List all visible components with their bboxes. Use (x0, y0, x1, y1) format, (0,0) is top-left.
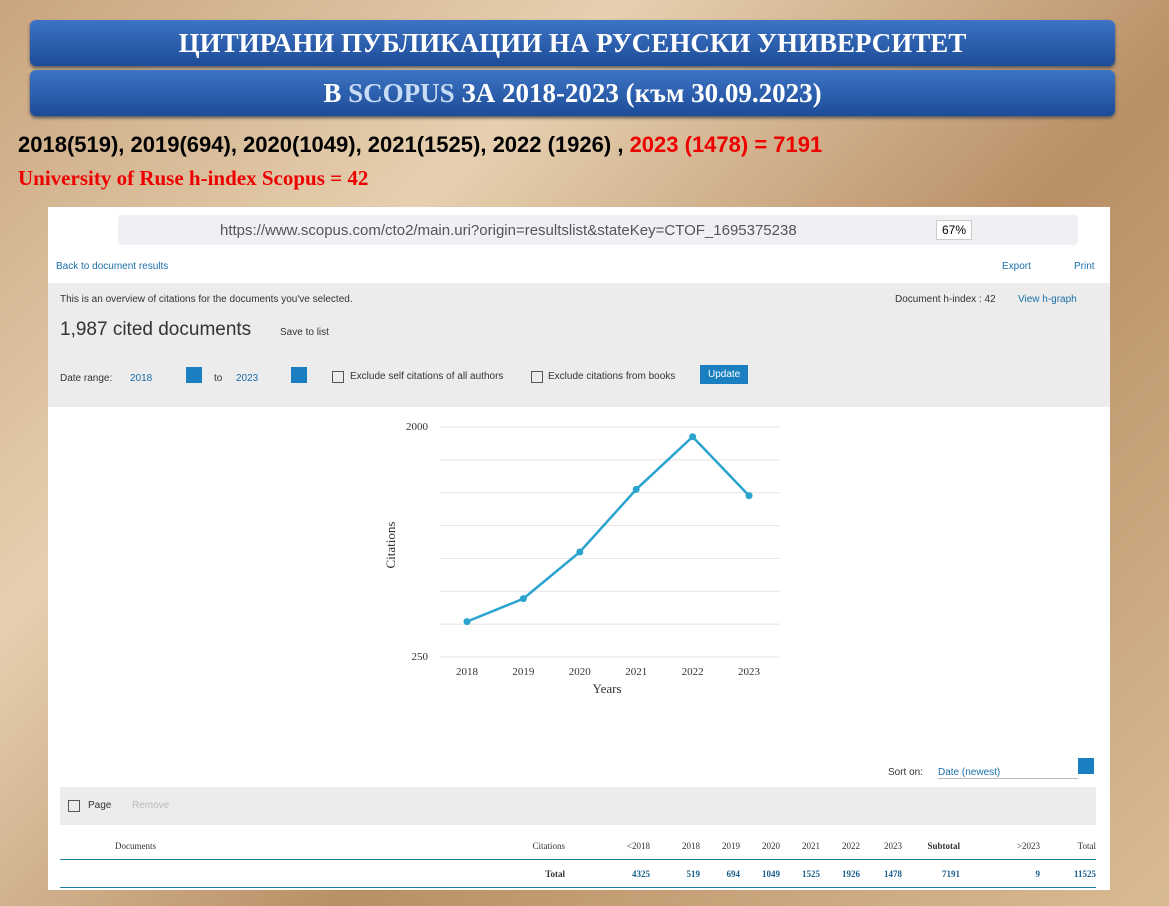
rule (60, 859, 1096, 860)
exclude-books: Exclude citations from books (548, 371, 676, 382)
column-header: Total (1077, 841, 1096, 851)
url: https://www.scopus.com/cto2/main.uri?ori… (220, 222, 797, 239)
column-header: 2019 (722, 841, 740, 851)
summary-text: 2018(519), 2019(694), 2020(1049), 2021(1… (18, 132, 630, 157)
screenshot: https://www.scopus.com/cto2/main.uri?ori… (48, 207, 1110, 890)
cited-count: 1,987 cited documents (60, 319, 252, 340)
column-header: Subtotal (927, 841, 960, 851)
line (466, 434, 750, 623)
total-cell: Total (545, 869, 565, 879)
title: ЗА 2018-2023 (към 30.09.2023) (454, 78, 822, 108)
column-header: 2018 (682, 841, 700, 851)
column-header: >2023 (1016, 841, 1040, 851)
total-cell: 9 (1035, 869, 1041, 879)
exclude-self: Exclude self citations of all authors (350, 371, 504, 382)
x-tick-label: 2021 (625, 666, 647, 678)
total-cell: 11525 (1073, 869, 1096, 879)
x-axis-label: Years (592, 681, 621, 696)
total-cell: 7191 (942, 869, 960, 879)
x-tick-label: 2022 (682, 666, 704, 678)
x-tick-label: 2020 (569, 666, 592, 678)
column-header: <2018 (626, 841, 650, 851)
checkbox[interactable] (531, 371, 543, 383)
export[interactable]: Export (1002, 261, 1031, 272)
update-button[interactable]: Update (700, 365, 749, 384)
column-header: 2023 (884, 841, 902, 851)
total-cell: 519 (686, 869, 701, 879)
toolbar (60, 787, 1096, 825)
point (689, 433, 697, 441)
x-tick-label: 2019 (512, 666, 535, 678)
page-label: Page (88, 800, 112, 811)
checkbox[interactable] (332, 371, 344, 383)
point (576, 548, 584, 556)
column-header: Documents (115, 841, 156, 851)
view-hgraph[interactable]: View h-graph (1018, 294, 1077, 305)
panel (48, 283, 1110, 407)
zoom[interactable]: 67% (936, 220, 973, 240)
sort-value[interactable]: Date (newest) (938, 767, 1078, 779)
date-range-label: Date range: (60, 373, 113, 384)
column-header: 2022 (842, 841, 860, 851)
date-to[interactable]: 2023 (236, 373, 259, 384)
dropdown[interactable] (186, 367, 202, 383)
column-header: Citations (532, 841, 565, 851)
table: Documents Citations <2018 2018 2019 2020 2021 2… (60, 835, 1096, 888)
title: ЦИТИРАНИ ПУБЛИКАЦИИ НА РУСЕНСКИ УНИВЕРСИ… (178, 28, 967, 58)
x-tick-label: 2023 (738, 666, 761, 678)
total-cell: 4325 (632, 869, 650, 879)
total-cell: 1478 (884, 869, 902, 879)
date-from[interactable]: 2018 (130, 373, 153, 384)
summary-highlight: 2023 (1478) = 7191 (629, 132, 823, 157)
hindex-line: University of Ruse h-index Scopus = 42 (18, 166, 369, 190)
title-banner: В SCOPUS ЗА 2018-2023 (към 30.09.2023) (30, 70, 1115, 116)
point (745, 492, 753, 500)
to-label: to (214, 373, 223, 384)
title-brand: SCOPUS (348, 78, 455, 108)
dropdown[interactable] (1078, 758, 1094, 774)
y-tick-label: 250 (412, 651, 429, 663)
dropdown[interactable] (291, 367, 307, 383)
remove[interactable]: Remove (132, 800, 170, 811)
total-cell: 1049 (762, 869, 780, 879)
total-cell: 1926 (842, 869, 860, 879)
checkbox[interactable] (68, 800, 80, 812)
overview: This is an overview of citations for the… (60, 294, 353, 305)
back-link[interactable]: Back to document results (56, 261, 169, 272)
rule (60, 887, 1096, 888)
total-cell: 1525 (802, 869, 820, 879)
total-cell: 694 (726, 869, 741, 879)
column-header: 2021 (802, 841, 820, 851)
point (463, 618, 471, 626)
point (519, 595, 527, 603)
sort-label: Sort on: (888, 767, 924, 778)
y-axis-label: Citations (383, 522, 398, 569)
y-tick-label: 2000 (406, 421, 429, 433)
print[interactable]: Print (1074, 261, 1095, 272)
save-to-list[interactable]: Save to list (280, 327, 329, 338)
title: В (323, 78, 349, 108)
point (632, 485, 640, 493)
summary: 2018(519), 2019(694), 2020(1049), 2021(1… (18, 132, 822, 158)
title-banner: ЦИТИРАНИ ПУБЛИКАЦИИ НА РУСЕНСКИ УНИВЕРСИ… (30, 20, 1115, 66)
url-bar (118, 215, 1078, 245)
column-header: 2020 (762, 841, 780, 851)
doc-hindex: Document h-index : 42 (895, 294, 996, 305)
x-tick-label: 2018 (456, 666, 479, 678)
